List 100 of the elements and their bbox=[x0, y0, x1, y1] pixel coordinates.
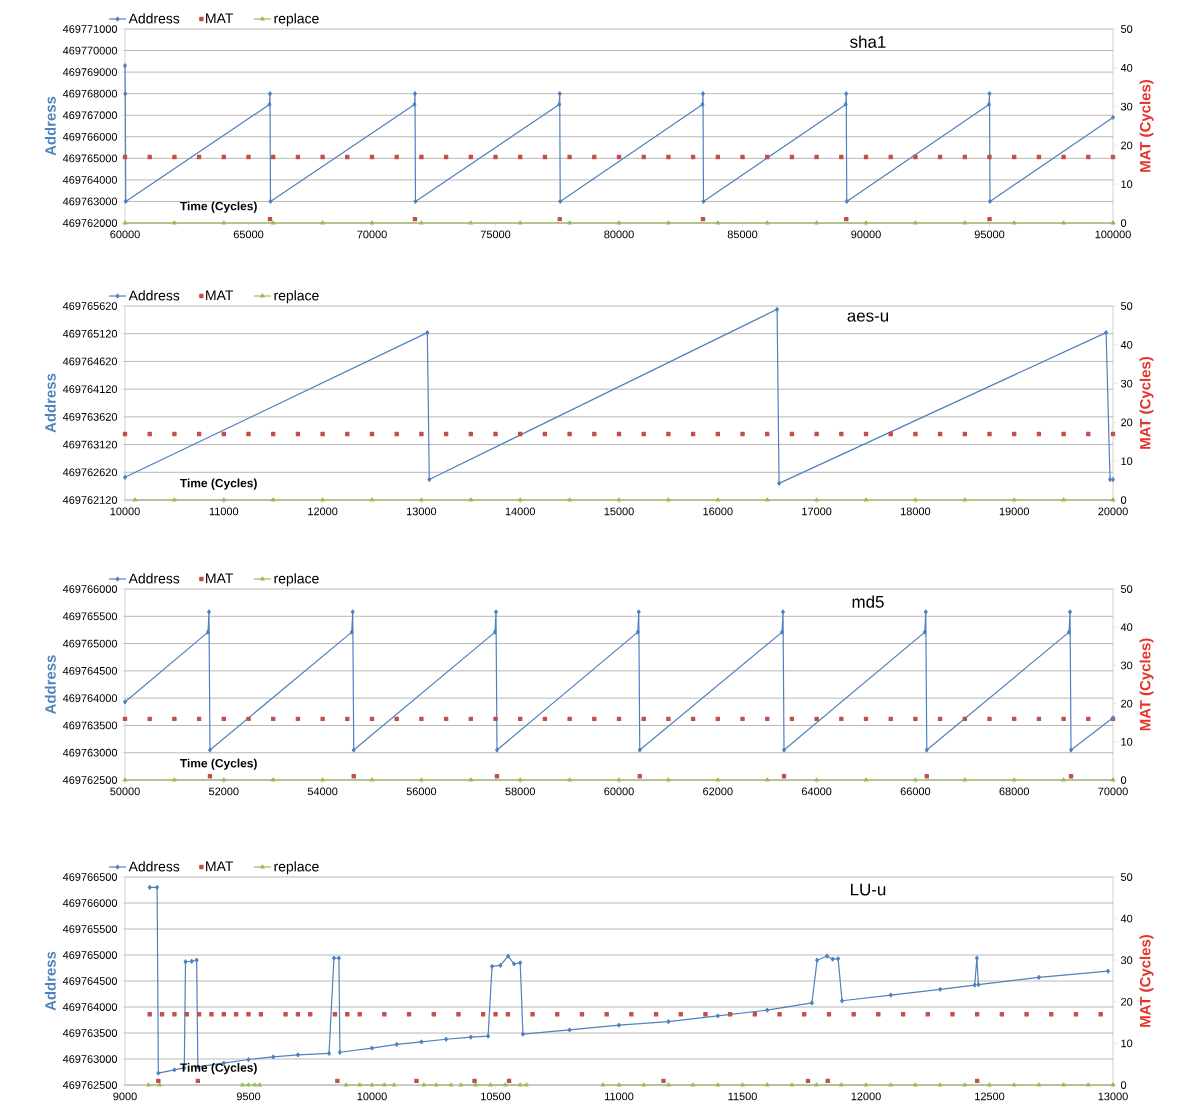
x-tick-label: 54000 bbox=[307, 787, 338, 796]
x-tick-label: 10000 bbox=[110, 507, 140, 516]
y2-tick-label: 10 bbox=[1121, 180, 1133, 189]
chart-title: sha1 bbox=[850, 35, 886, 48]
y-tick-label: 469763000 bbox=[62, 748, 118, 757]
y2-tick-label: 50 bbox=[1120, 585, 1133, 593]
y-tick-label: 469763120 bbox=[62, 440, 118, 449]
x-tick-label: 9500 bbox=[236, 1092, 261, 1101]
legend-label: Address bbox=[128, 861, 180, 872]
y-tick-label: 469768000 bbox=[62, 89, 118, 98]
x-tick-label: 15000 bbox=[604, 507, 634, 516]
y-tick-label: 469766000 bbox=[62, 585, 118, 593]
chart-title: aes-u bbox=[847, 312, 889, 322]
x-tick-label: 56000 bbox=[406, 787, 437, 796]
x-tick-label: 9000 bbox=[113, 1092, 137, 1101]
x-tick-label: 70000 bbox=[357, 230, 387, 239]
y-tick-label: 469765500 bbox=[62, 612, 118, 621]
y-tick-label: 469762500 bbox=[62, 1081, 118, 1089]
y2-tick-label: 30 bbox=[1120, 379, 1133, 388]
x-tick-label: 10500 bbox=[481, 1092, 511, 1101]
y-tick-label: 469763620 bbox=[62, 413, 118, 421]
y2-tick-label: 40 bbox=[1120, 914, 1133, 923]
y2-tick-label: 40 bbox=[1120, 340, 1133, 349]
legend-label: replace bbox=[274, 861, 319, 875]
y2-tick-label: 50 bbox=[1120, 873, 1133, 881]
x-tick-label: 75000 bbox=[480, 230, 511, 239]
y-tick-label: 469763500 bbox=[62, 721, 118, 730]
y2-axis-title: MAT (Cycles) bbox=[1139, 79, 1154, 172]
y-tick-label: 469764120 bbox=[62, 385, 118, 394]
x-tick-label: 20000 bbox=[1098, 507, 1128, 516]
x-tick-label: 60000 bbox=[604, 787, 634, 796]
x-tick-label: 11000 bbox=[209, 507, 239, 516]
y-tick-label: 469765620 bbox=[62, 302, 118, 310]
y2-tick-label: 0 bbox=[1120, 1081, 1127, 1089]
legend-label: replace bbox=[274, 13, 319, 27]
x-tick-label: 64000 bbox=[801, 787, 832, 796]
x-axis-title: Time (Cycles) bbox=[180, 758, 257, 770]
x-axis-title: Time (Cycles) bbox=[180, 478, 257, 490]
x-tick-label: 70000 bbox=[1098, 787, 1128, 796]
legend-label: MAT bbox=[206, 290, 234, 301]
x-tick-label: 52000 bbox=[209, 787, 239, 796]
x-tick-label: 65000 bbox=[233, 230, 264, 239]
y-tick-label: 469767000 bbox=[62, 111, 118, 120]
y-tick-label: 469763000 bbox=[62, 1055, 118, 1063]
x-tick-label: 19000 bbox=[999, 507, 1029, 516]
y2-tick-label: 20 bbox=[1121, 699, 1133, 708]
y-tick-label: 469765120 bbox=[62, 329, 118, 338]
legend-label: MAT bbox=[206, 861, 234, 872]
y2-axis-title: MAT (Cycles) bbox=[1139, 356, 1154, 449]
x-tick-label: 11500 bbox=[728, 1092, 757, 1101]
y2-tick-label: 40 bbox=[1120, 623, 1133, 632]
chart-title: LU-u bbox=[851, 883, 886, 896]
x-tick-label: 66000 bbox=[900, 787, 931, 796]
x-tick-label: 90000 bbox=[851, 230, 881, 239]
y2-tick-label: 0 bbox=[1120, 219, 1127, 227]
y2-tick-label: 50 bbox=[1120, 25, 1133, 33]
y-tick-label: 469771000 bbox=[62, 25, 118, 33]
y-tick-label: 469766500 bbox=[62, 873, 118, 881]
x-tick-label: 80000 bbox=[604, 230, 634, 239]
y2-tick-label: 0 bbox=[1120, 496, 1127, 504]
x-tick-label: 14000 bbox=[505, 507, 535, 516]
x-tick-label: 60000 bbox=[110, 230, 140, 239]
y-tick-label: 469764500 bbox=[62, 977, 118, 985]
x-tick-label: 85000 bbox=[727, 230, 758, 239]
y-tick-label: 469762000 bbox=[62, 219, 118, 227]
y2-tick-label: 30 bbox=[1120, 661, 1133, 670]
x-tick-label: 13000 bbox=[407, 507, 437, 516]
y-axis-title: Address bbox=[44, 373, 56, 433]
y-tick-label: 469765000 bbox=[62, 154, 118, 163]
y-tick-label: 469764000 bbox=[62, 1003, 118, 1011]
y-tick-label: 469762500 bbox=[62, 776, 118, 784]
x-tick-label: 68000 bbox=[999, 787, 1029, 796]
y-tick-label: 469764500 bbox=[62, 667, 118, 675]
y-tick-label: 469763000 bbox=[62, 197, 118, 206]
y-tick-label: 469762120 bbox=[62, 496, 118, 504]
y2-tick-label: 20 bbox=[1121, 418, 1133, 427]
y-tick-label: 469763500 bbox=[62, 1029, 118, 1037]
x-tick-label: 62000 bbox=[703, 787, 733, 796]
y2-tick-label: 0 bbox=[1120, 776, 1127, 784]
chart-title: md5 bbox=[852, 595, 884, 608]
y2-tick-label: 10 bbox=[1121, 737, 1133, 746]
y-tick-label: 469764000 bbox=[62, 694, 118, 703]
x-tick-label: 95000 bbox=[974, 230, 1005, 239]
x-tick-label: 12500 bbox=[975, 1092, 1005, 1101]
y2-tick-label: 30 bbox=[1120, 956, 1133, 965]
legend-label: MAT bbox=[206, 13, 234, 24]
y-tick-label: 469764000 bbox=[62, 176, 118, 184]
y-tick-label: 469766000 bbox=[62, 899, 118, 907]
legend-label: Address bbox=[128, 573, 180, 584]
y-tick-label: 469765500 bbox=[62, 925, 118, 933]
x-tick-label: 12000 bbox=[851, 1092, 881, 1101]
y-tick-label: 469769000 bbox=[62, 68, 118, 76]
x-tick-label: 12000 bbox=[308, 507, 338, 516]
y2-tick-label: 40 bbox=[1120, 63, 1133, 72]
y-tick-label: 469762620 bbox=[62, 468, 118, 477]
y2-axis-title: MAT (Cycles) bbox=[1139, 935, 1154, 1027]
legend-label: Address bbox=[128, 13, 180, 24]
y-tick-label: 469765000 bbox=[62, 951, 118, 959]
y-axis-title: Address bbox=[44, 655, 56, 715]
y-tick-label: 469770000 bbox=[62, 46, 118, 55]
